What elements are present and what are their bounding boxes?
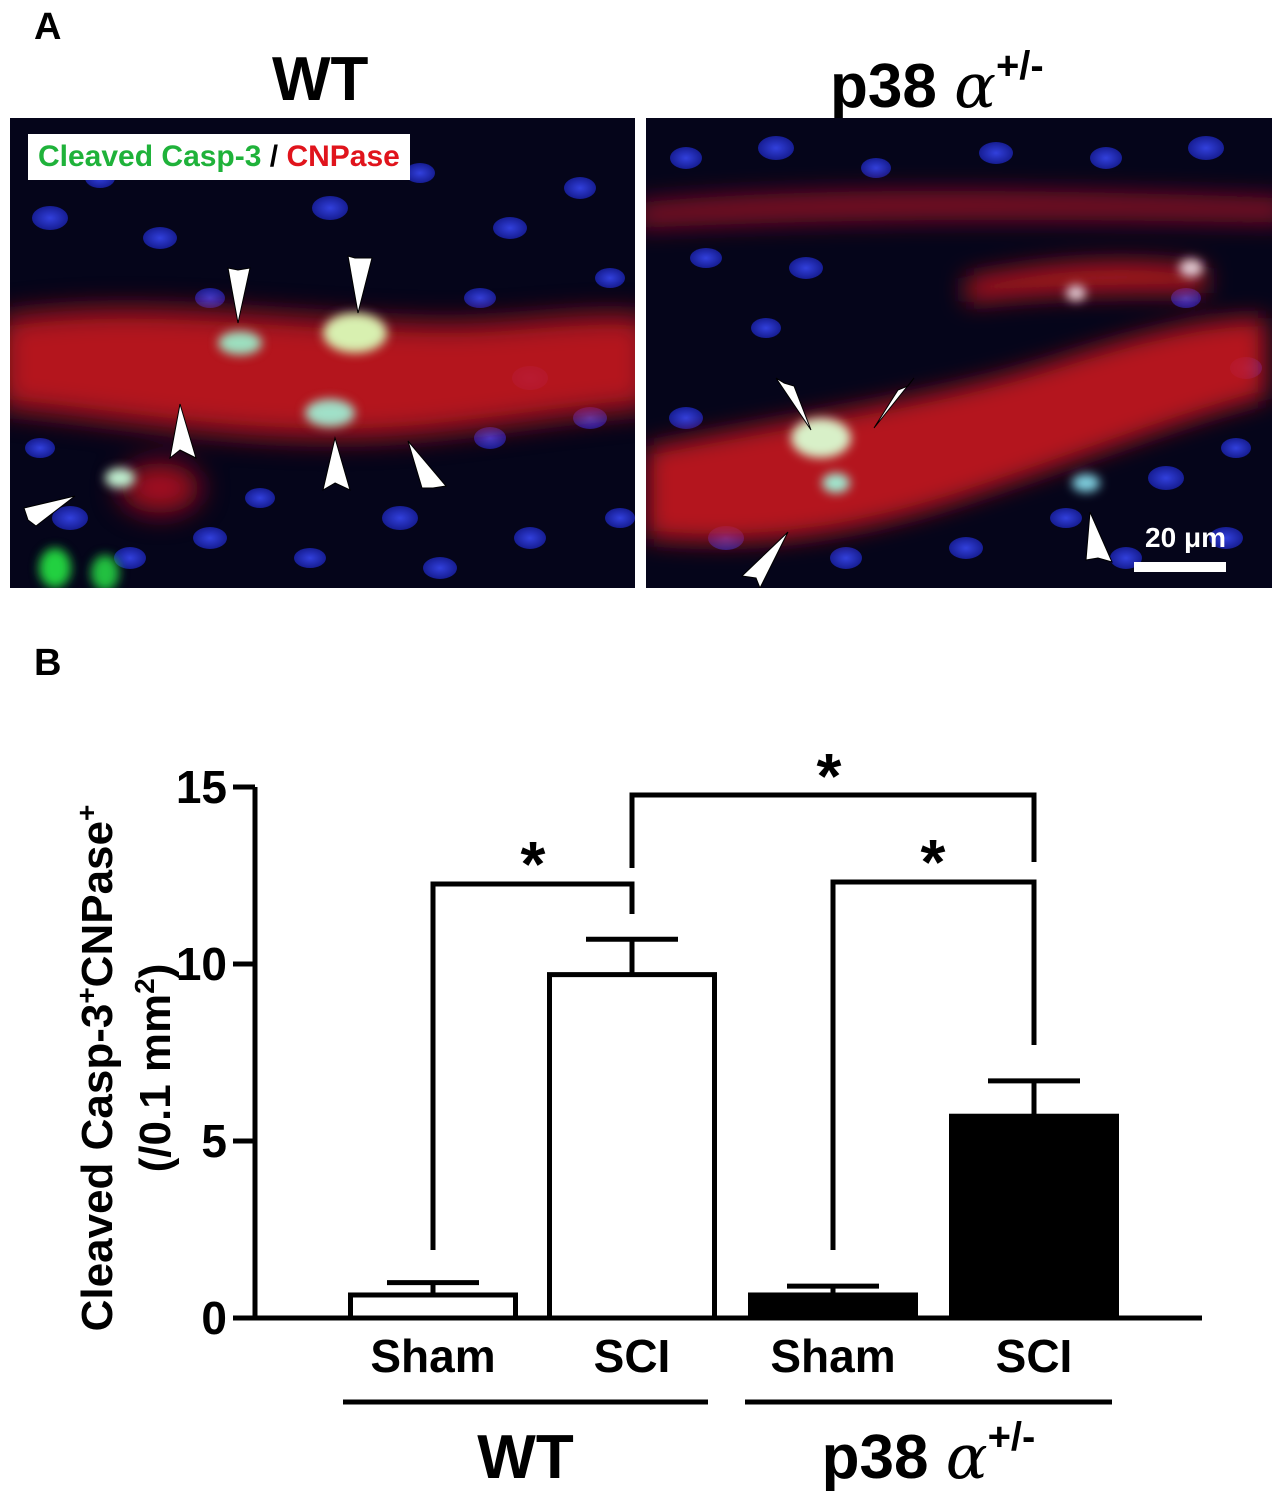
significance-star-1: * [921, 826, 946, 898]
y-tick-label-3: 15 [176, 761, 227, 813]
y-tick-label-0: 0 [201, 1292, 227, 1344]
legend-green-text: Cleaved Casp-3 [38, 140, 262, 173]
y-axis-unit-sup: 2 [129, 978, 160, 994]
y-axis-label: Cleaved Casp-3+CNPase+ [71, 805, 122, 1332]
panel-a-letter: A [34, 6, 62, 48]
bar-3 [949, 1113, 1119, 1321]
y-axis-label-part-2: CNPase [73, 821, 122, 987]
p38-title-main: p38 [830, 52, 955, 121]
group-label-1: p38 α+/- [822, 1415, 1036, 1493]
y-axis-unit-part-2: ) [131, 964, 180, 979]
group-label-main-1: p38 [822, 1423, 946, 1492]
y-axis-label-part-1: Cleaved Casp-3 [73, 1004, 122, 1332]
group-label-sup-1: +/- [988, 1415, 1036, 1459]
legend-red-text: CNPase [286, 140, 400, 173]
legend-separator: / [261, 140, 287, 173]
significance-star-2: * [817, 740, 842, 812]
p38-image-title: p38 α+/- [830, 44, 1044, 122]
panel-b-letter: B [34, 642, 62, 684]
group-label-greek-1: α [946, 1420, 988, 1493]
wt-image-title: WT [272, 45, 369, 114]
bar-chart: Cleaved Casp-3+CNPase+ (/0.1 mm2) 051015… [71, 740, 1202, 1493]
p38-micrograph: 20 μm [646, 118, 1272, 588]
y-tick-label-2: 10 [176, 938, 227, 990]
y-axis-unit-label: (/0.1 mm2) [129, 964, 180, 1173]
y-axis-label-sup-2: + [71, 805, 102, 821]
stain-legend: Cleaved Casp-3 / CNPase [28, 134, 410, 180]
wt-micrograph: Cleaved Casp-3 / CNPase [10, 118, 635, 588]
scale-bar [1134, 562, 1226, 572]
scale-bar-label: 20 μm [1145, 522, 1226, 553]
significance-bracket-0 [430, 881, 635, 1250]
category-label-1: SCI [594, 1330, 671, 1382]
significance-star-0: * [521, 828, 546, 900]
bar-1 [547, 972, 717, 1321]
p38-title-alpha: α [954, 49, 996, 122]
category-label-0: Sham [370, 1330, 495, 1382]
plot-area: 0 5 10 15 * * * Sham SCI Sham SCI WT p38 α+/- [176, 740, 1202, 1493]
y-axis-label-sup-1: + [71, 987, 102, 1003]
category-label-2: Sham [770, 1330, 895, 1382]
group-label-0: WT [477, 1423, 574, 1492]
group-label-main-0: WT [477, 1423, 574, 1492]
bar-0 [348, 1292, 518, 1321]
significance-bracket-2 [629, 792, 1037, 868]
bar-2 [748, 1292, 918, 1321]
p38-title-sup: +/- [995, 44, 1044, 88]
significance-bracket-1 [830, 879, 1037, 1250]
category-label-3: SCI [996, 1330, 1073, 1382]
y-tick-label-1: 5 [201, 1115, 227, 1167]
y-axis-unit-part-1: (/0.1 mm [131, 994, 180, 1173]
